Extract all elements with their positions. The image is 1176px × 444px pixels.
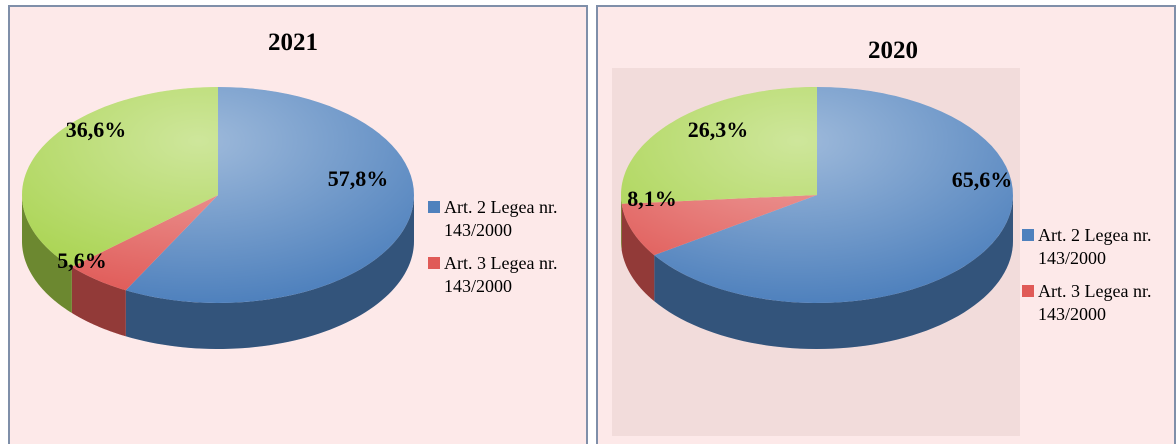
legend-entry: Art. 2 Legea nr. 143/2000 [1022,224,1176,270]
slice-side [22,195,72,313]
slice-side [125,195,414,349]
slice-side [654,195,1013,349]
legend: Art. 2 Legea nr. 143/2000 Art. 3 Legea nr… [1022,224,1176,336]
slice-side [621,203,655,302]
slice-side [621,195,622,250]
legend-entry: Art. 3 Legea nr. 143/2000 [1022,280,1176,326]
slice-side-shade [125,195,414,349]
legend-label: Art. 3 Legea nr. 143/2000 [1038,281,1152,324]
data-label: 65,6% [952,167,1013,192]
data-label: 5,6% [57,248,107,273]
legend-label: Art. 2 Legea nr. 143/2000 [1038,225,1152,268]
legend-entry: Art. 3 Legea nr. 143/2000 [428,252,568,298]
chart-title: 2021 [268,29,318,56]
legend-entry: Art. 2 Legea nr. 143/2000 [428,196,568,242]
data-label: 57,8% [328,166,389,191]
slice-side [71,266,126,337]
data-label: 26,3% [688,117,749,142]
slice-side-shade [621,195,622,250]
legend-label: Art. 3 Legea nr. 143/2000 [444,253,558,296]
slice-side-shade [22,195,72,313]
legend-swatch [428,201,440,213]
legend-label: Art. 2 Legea nr. 143/2000 [444,197,558,240]
legend: Art. 2 Legea nr. 143/2000 Art. 3 Legea nr… [428,196,568,308]
data-label: 36,6% [66,117,127,142]
slice-side-shade [71,266,126,337]
data-label: 8,1% [627,186,677,211]
slice-side-shade [654,195,1013,349]
legend-swatch [1022,285,1034,297]
legend-swatch [428,257,440,269]
chart-title: 2020 [868,37,918,64]
shine [22,87,414,303]
slice-side-shade [621,203,655,302]
shine [621,87,1013,303]
legend-swatch [1022,229,1034,241]
